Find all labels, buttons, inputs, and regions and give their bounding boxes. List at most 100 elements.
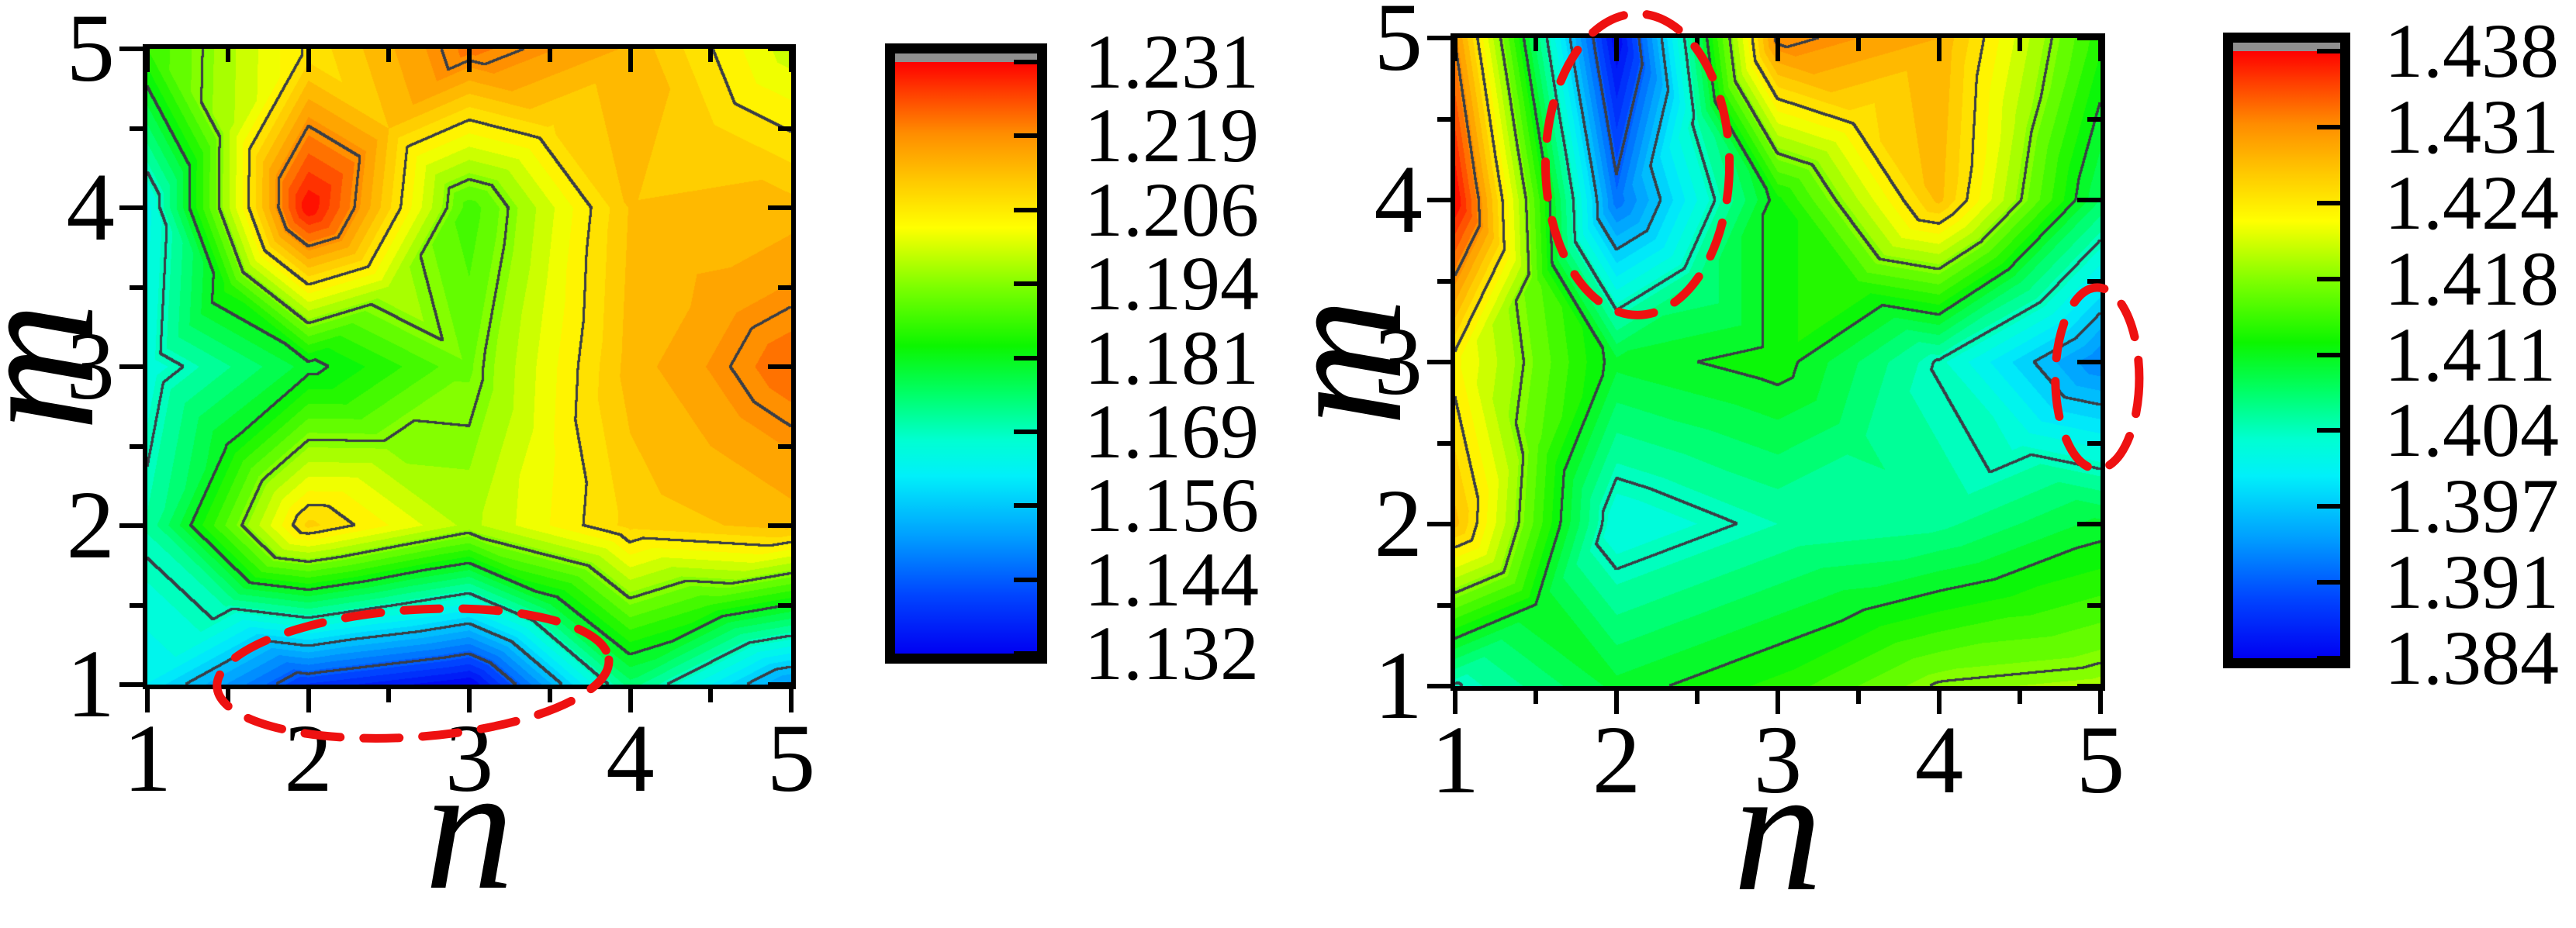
y-tick-label: 2 [66,472,116,579]
y-major-tick [119,682,143,687]
y-major-tick-right [2077,198,2101,202]
y-major-tick-right [768,364,791,369]
x-minor-tick [2018,691,2022,704]
y-major-tick-right [768,47,791,51]
y-major-tick [119,364,143,369]
y-major-tick-right [2077,36,2101,40]
y-minor-tick [130,602,143,608]
y-major-tick-right [768,523,791,528]
colorbar-tick [1014,503,1037,509]
x-minor-tick [1533,691,1538,704]
colorbar-label: 1.384 [2384,615,2559,701]
colorbar-label: 1.411 [2384,311,2557,398]
colorbar-tick [1014,651,1037,656]
x-major-tick-top [306,49,311,72]
colorbar-tick [2317,504,2340,509]
colorbar-label: 1.169 [1084,388,1259,474]
colorbar-tick [2317,352,2340,357]
y-major-tick [1427,684,1451,688]
x-tick-label: 5 [766,705,816,812]
x-major-tick [1937,691,1942,714]
x-minor-tick-top [1856,38,1861,51]
colorbar-label: 1.194 [1084,240,1259,327]
x-minor-tick-top [1533,38,1538,51]
x-major-tick-top [1776,38,1780,61]
colorbar-tick [1014,281,1037,287]
y-tick-label: 1 [1374,633,1423,740]
x-major-tick-top [467,49,472,72]
x-major-tick-top [1614,38,1619,61]
colorbar-label: 1.391 [2384,539,2559,626]
x-major-tick-top [145,49,150,72]
x-major-tick-top [1453,38,1457,61]
x-major-tick [1614,691,1619,714]
colorbar-label: 1.132 [1084,610,1259,696]
colorbar-tick [2317,276,2340,281]
x-major-tick-top [1937,38,1942,61]
y-tick-label: 2 [1374,471,1423,578]
x-tick-label: 1 [1430,707,1480,814]
y-tick-label: 5 [1374,0,1423,91]
colorbar-tick [1014,355,1037,361]
y-tick-label: 3 [66,313,116,420]
x-tick-label: 4 [1914,707,1964,814]
x-major-tick-top [2098,38,2103,61]
x-major-tick [1453,691,1457,714]
colorbar-tick [2317,200,2340,205]
x-minor-tick-top [1695,38,1699,51]
x-major-tick [1776,691,1780,714]
x-major-tick-top [628,49,633,72]
y-tick-label: 5 [66,0,116,102]
y-major-tick [1427,36,1451,40]
y-minor-tick-right [778,285,791,290]
colorbar-tick [1014,133,1037,139]
x-tick-label: 3 [1753,707,1803,814]
y-major-tick [119,47,143,51]
y-minor-tick-right [778,126,791,131]
x-minor-tick-top [225,49,230,62]
x-tick-label: 2 [1592,707,1641,814]
y-major-tick [1427,522,1451,526]
x-major-tick [2098,691,2103,714]
colorbar-label: 1.431 [2384,83,2559,170]
colorbar-tick [2317,580,2340,585]
colorbar-tick [2317,656,2340,661]
colorbar-label: 1.181 [1084,314,1259,401]
y-tick-label: 4 [66,154,116,261]
colorbar-label: 1.438 [2384,8,2559,94]
colorbar-label: 1.418 [2384,235,2559,322]
y-axis-label: m [1241,297,1439,427]
colorbar-label: 1.206 [1084,166,1259,253]
y-tick-label: 3 [1374,309,1423,416]
y-minor-tick [130,126,143,131]
colorbar-tick [2317,49,2340,53]
y-minor-tick-right [778,443,791,449]
x-minor-tick [1856,691,1861,704]
y-minor-tick-right [2087,116,2101,122]
x-minor-tick-top [2018,38,2022,51]
contour-plot-canvas [147,49,791,685]
colorbar-tick [1014,60,1037,64]
y-tick-label: 1 [66,631,116,738]
y-minor-tick-right [2087,440,2101,446]
y-minor-tick [1437,116,1451,122]
x-major-tick [789,689,794,712]
y-minor-tick-right [778,602,791,608]
x-minor-tick [708,689,714,702]
y-major-tick-right [768,682,791,687]
x-minor-tick-top [386,49,392,62]
colorbar-label: 1.219 [1084,92,1259,179]
y-major-tick-right [768,205,791,210]
x-minor-tick [1695,691,1699,704]
y-major-tick [1427,198,1451,202]
y-major-tick-right [2077,522,2101,526]
y-minor-tick [130,443,143,449]
y-major-tick [119,523,143,528]
x-axis-label: n [1733,730,1823,928]
x-tick-label: 1 [123,705,172,812]
colorbar-gradient [895,62,1037,654]
x-minor-tick-top [547,49,552,62]
colorbar-label: 1.404 [2384,387,2559,474]
y-major-tick [119,205,143,210]
